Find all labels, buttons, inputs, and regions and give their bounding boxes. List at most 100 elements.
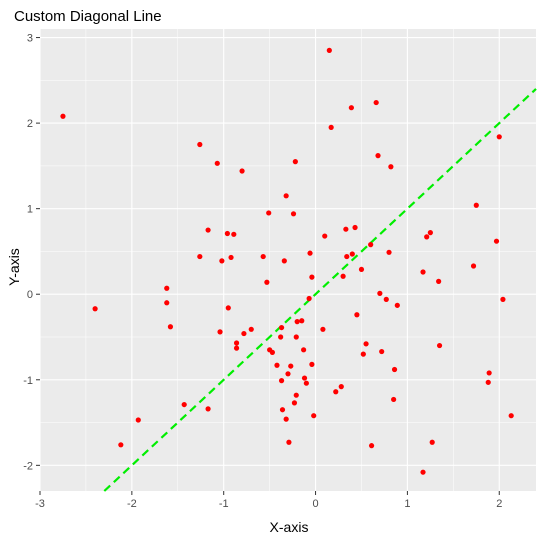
data-point (278, 324, 285, 331)
data-point (292, 159, 298, 165)
data-point (354, 312, 360, 318)
data-point (197, 253, 203, 260)
data-point (473, 202, 479, 208)
data-point (343, 226, 349, 232)
data-point (391, 366, 398, 373)
data-point (470, 263, 477, 269)
x-axis-label: X-axis (270, 519, 309, 535)
data-point (92, 306, 98, 312)
data-point (500, 296, 506, 302)
data-point (388, 164, 394, 170)
x-tick-label: 2 (496, 498, 502, 510)
chart-title: Custom Diagonal Line (14, 8, 162, 25)
data-point (368, 443, 375, 449)
data-point (320, 326, 326, 332)
data-point (197, 141, 203, 148)
data-point (293, 392, 299, 398)
x-axis-ticks: -3 -2 -1 0 1 2 (35, 491, 502, 510)
data-point (363, 341, 369, 347)
data-point (264, 279, 270, 285)
data-point (360, 351, 366, 357)
x-tick-label: -2 (127, 498, 137, 510)
data-point (260, 253, 266, 260)
data-point (283, 416, 289, 422)
y-tick-label: 2 (27, 118, 33, 130)
y-axis-label: Y-axis (6, 248, 22, 286)
data-point (118, 442, 124, 448)
data-point (288, 363, 294, 369)
data-point (301, 347, 307, 353)
data-point (269, 349, 275, 355)
data-point (377, 290, 383, 296)
minor-gridlines (40, 29, 536, 491)
data-point (307, 250, 313, 256)
data-point (309, 361, 315, 367)
data-point (333, 389, 339, 395)
data-point (373, 99, 379, 106)
data-point (429, 439, 435, 445)
data-point (135, 417, 141, 423)
data-point (420, 269, 426, 275)
data-point (60, 113, 66, 119)
data-point (286, 439, 292, 445)
data-point (278, 378, 285, 384)
data-point (233, 345, 240, 351)
data-point (290, 211, 297, 217)
data-point (486, 370, 492, 376)
data-point (164, 300, 170, 306)
data-point (239, 168, 245, 174)
data-point (436, 278, 442, 284)
data-point (394, 302, 400, 308)
y-tick-label: -2 (23, 460, 33, 472)
data-point (266, 210, 272, 216)
data-point (228, 254, 234, 261)
data-point (420, 469, 426, 475)
data-point (348, 105, 354, 111)
data-point (285, 371, 291, 377)
data-point (241, 330, 247, 337)
data-point (293, 334, 299, 340)
data-point (278, 334, 284, 340)
data-point (167, 324, 174, 330)
data-point (328, 124, 334, 130)
data-point (205, 227, 211, 233)
x-tick-label: -3 (35, 498, 45, 510)
data-point (311, 413, 317, 419)
data-point (508, 413, 514, 419)
data-point (349, 251, 355, 257)
data-point (281, 258, 287, 264)
data-point (496, 134, 502, 140)
plot-panel (40, 29, 536, 491)
data-point (301, 375, 308, 381)
data-point (225, 305, 231, 311)
data-point (299, 318, 305, 324)
data-point (214, 160, 220, 166)
y-tick-label: -1 (23, 375, 33, 387)
data-point (352, 224, 358, 231)
y-tick-label: 3 (27, 33, 33, 45)
data-point (283, 193, 289, 199)
data-point (338, 384, 344, 390)
diagonal-reference-line (103, 88, 537, 492)
y-axis-ticks: -2 -1 0 1 2 3 (23, 33, 40, 472)
data-point (436, 342, 443, 349)
data-point (427, 230, 433, 236)
data-point (383, 296, 389, 302)
x-tick-label: -1 (219, 498, 229, 510)
data-point (485, 379, 491, 385)
data-point (306, 295, 312, 302)
data-point (248, 326, 254, 332)
data-point (294, 319, 300, 325)
data-point (303, 380, 309, 386)
y-tick-label: 1 (27, 204, 33, 216)
data-point (291, 400, 298, 406)
data-point (164, 285, 170, 291)
data-point (217, 329, 223, 335)
data-point (379, 348, 385, 355)
data-point (231, 231, 237, 237)
data-point (205, 406, 211, 412)
data-point (233, 340, 240, 346)
data-point (279, 407, 286, 413)
data-point (322, 233, 328, 239)
